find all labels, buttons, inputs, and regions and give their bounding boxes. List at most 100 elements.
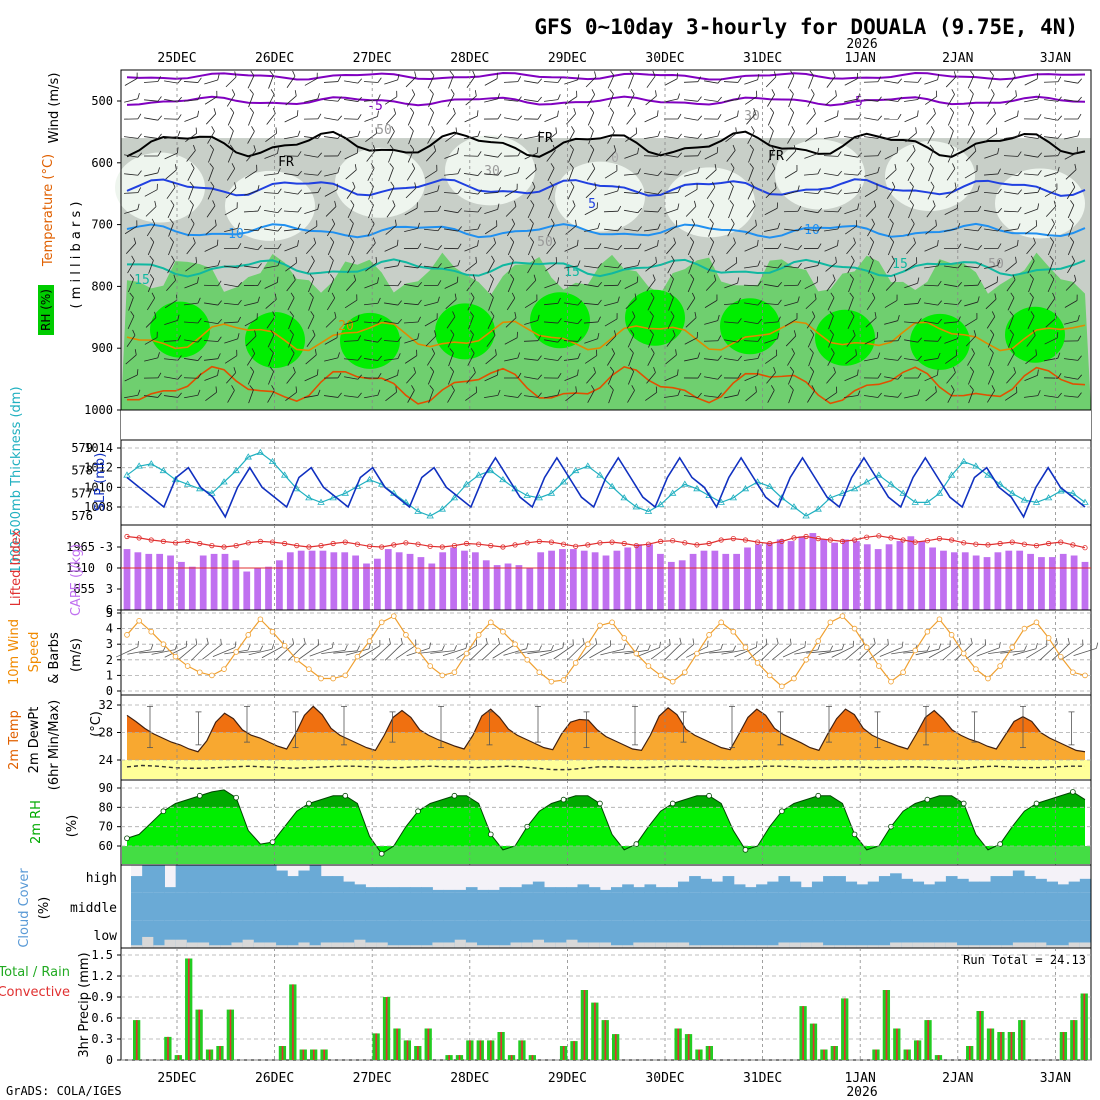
run-total-label: Run Total = 24.13 [963,953,1086,967]
rh-moist-core [150,301,210,358]
wind-barb-shaft [928,149,934,163]
wind-barb [466,366,476,384]
wind-barb-flag [217,369,219,376]
ylabel-2m-dewpt: 2m DewPt [27,707,42,774]
cloud-high-bar [365,887,378,893]
cloud-low-bar [309,945,322,948]
wind-barb-shaft [586,94,596,107]
wind-barb-flag [572,200,576,206]
wind-barb-flag [316,72,318,79]
surface-wind-barb [772,638,792,660]
wind-barb-shaft [848,297,854,311]
wind-barb-flag [1049,255,1054,261]
wind-barb [1027,255,1035,274]
wind-barb-flag [377,373,382,379]
wind-barb-shaft [264,265,278,269]
wind-barb [924,318,942,325]
wind-barb [543,318,562,324]
thickness-point [887,480,895,487]
wind-barb-shaft [908,186,914,200]
wind-barb-flag [697,76,702,82]
wind-barb-flag [669,274,674,280]
wind-barb-shaft [226,372,236,384]
wind-barb [563,280,582,287]
wind-barb-shaft [364,339,378,343]
lifted-index-point [767,540,773,547]
wind-barb [608,89,614,108]
cape-bar [493,565,501,610]
wind-barb [1008,329,1014,348]
surface-wind-barb-shaft [384,643,403,661]
lifted-index-point [633,542,639,549]
wind-barb-shaft [824,228,838,232]
wind-barb [484,152,503,158]
wind-barb-shaft [1044,337,1058,345]
wind-barb-flag [889,237,894,243]
precip-convective-bar [479,1040,482,1060]
wind-barb [364,355,382,361]
wind-barb-shaft [123,192,139,194]
wind-barb-shaft [945,76,957,88]
wind-speed-point [124,632,130,638]
wind-barb [363,373,382,379]
cape-bar [504,563,512,610]
wind-barb [466,70,476,88]
wind-barb-flag [377,318,382,324]
wind-barb-shaft [144,395,158,398]
cape-bar [221,553,229,610]
cloud-mid-bar [588,892,601,921]
cloud-low-bar [945,942,958,948]
wind-barb [864,115,883,121]
cape-bar [765,542,773,610]
wind-barb [904,110,919,123]
cape-bar [787,541,795,610]
wind-barb [225,182,237,199]
wind-barb [464,223,481,232]
lifted-index-point [427,543,433,549]
cloud-high-bar [689,876,701,893]
precip-convective-bar [510,1055,513,1060]
wind-barb-flag [270,329,275,335]
lifted-index-point [185,538,191,545]
wind-barb-shaft [827,297,835,311]
wind-barb [724,337,743,343]
wind-barb [244,245,263,251]
cloud-mid-bar [1012,892,1025,921]
wind-barb-shaft [127,315,135,330]
wind-barb-flag [891,255,895,262]
precip-convective-bar [916,1040,919,1060]
wind-barb-flag [637,243,642,249]
wind-speed-point [572,660,579,666]
wind-barb-shaft [787,112,795,126]
wind-barb-shaft [367,223,375,237]
surface-wind-barb-shaft [709,650,734,654]
wind-barb-flag [771,163,776,169]
wind-barb-shaft [223,302,239,306]
lifted-index-point [585,542,591,548]
thickness-point [668,489,677,496]
wind-barb [968,385,974,404]
wind-barb-shaft [864,189,878,197]
wind-barb-flag [853,237,856,244]
wind-barb [305,349,317,365]
cape-bar [526,568,534,610]
wind-barb-flag [655,256,657,263]
wind-barb-shaft [727,223,735,237]
wind-barb-shaft [285,262,297,272]
wind-barb-shaft [967,371,975,385]
wind-barb-flag [737,337,743,343]
wind-barb-shaft [884,395,898,398]
wind-barb [963,206,982,213]
wind-barb [1064,78,1083,84]
cloud-high-bar [811,881,824,893]
wind-barb-shaft [708,223,714,237]
wind-barb-flag [357,392,362,398]
surface-wind-barb [553,639,574,660]
wind-barb-shaft [747,186,755,200]
wind-barb [447,329,455,348]
wind-barb [744,300,762,306]
wind-barb-shaft [544,282,558,289]
wind-barb-shaft [645,262,657,272]
wind-barb [865,311,877,328]
wind-barb-shaft [625,299,637,309]
